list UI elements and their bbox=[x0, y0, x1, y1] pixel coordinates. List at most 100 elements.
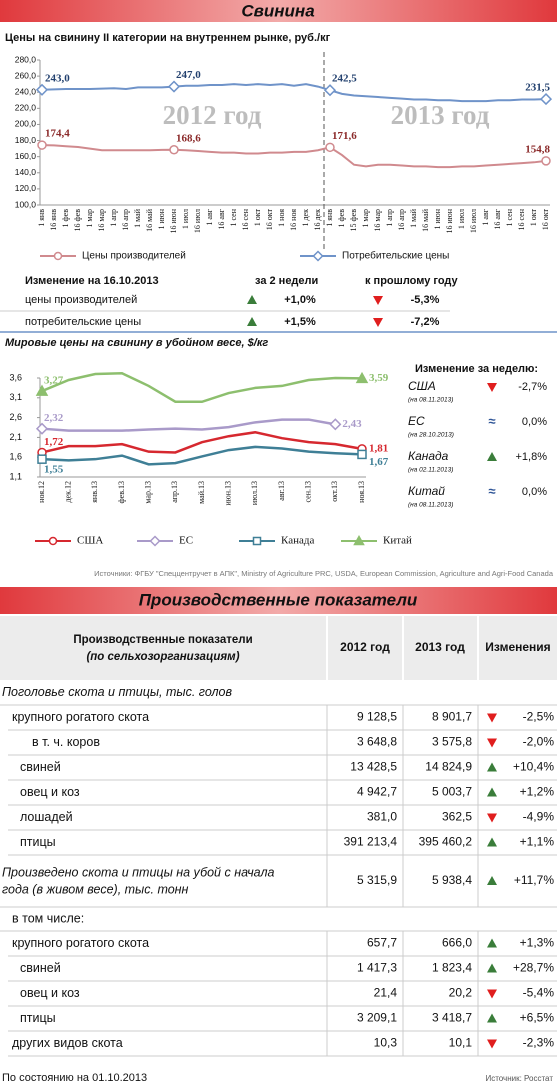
row-label: лошадей bbox=[20, 810, 73, 824]
trend-symbol: ≈ bbox=[488, 483, 495, 498]
x-tick-label: 1 сен bbox=[229, 208, 238, 226]
cell: 9 128,5 bbox=[357, 710, 397, 724]
x-tick-label: 16 мар bbox=[97, 209, 106, 232]
header-bar bbox=[0, 587, 557, 614]
cell: 1 417,3 bbox=[357, 961, 397, 975]
row-label: Поголовье скота и птицы, тыс. голов bbox=[2, 685, 233, 699]
line bbox=[41, 418, 336, 432]
weekly-value: +1,8% bbox=[516, 451, 548, 463]
row-label: других видов скота bbox=[12, 1036, 123, 1050]
cell: 5 003,7 bbox=[432, 785, 472, 799]
x-tick-label: 16 июн bbox=[169, 208, 178, 233]
weekly-title: Изменение за неделю: bbox=[415, 363, 538, 375]
cell: 10,1 bbox=[449, 1036, 473, 1050]
legend-label: США bbox=[77, 535, 103, 547]
marker bbox=[35, 83, 49, 96]
x-tick-label: 1 апр bbox=[109, 209, 118, 227]
x-tick-label: мар.13 bbox=[143, 481, 152, 504]
legend-label: Канада bbox=[281, 535, 314, 547]
x-tick-label: 16 апр bbox=[397, 209, 406, 231]
x-tick-label: дек.12 bbox=[63, 481, 72, 503]
line bbox=[41, 371, 363, 404]
country: Китай bbox=[408, 484, 445, 498]
x-tick-label: 1 окт bbox=[253, 209, 262, 227]
cell: 4 942,7 bbox=[357, 785, 397, 799]
legend-label: ЕС bbox=[179, 535, 193, 547]
row-label: овец и коз bbox=[20, 785, 80, 799]
x-tick-label: 16 окт bbox=[541, 209, 550, 231]
trend-up bbox=[487, 837, 497, 847]
cell: -5,4% bbox=[523, 986, 555, 1000]
x-tick-label: 1 ноя bbox=[277, 209, 286, 227]
cell: 391 213,4 bbox=[344, 835, 398, 849]
row-label: в т. ч. коров bbox=[32, 735, 100, 749]
line bbox=[41, 83, 547, 103]
cell: 381,0 bbox=[367, 810, 397, 824]
header-title: Свинина bbox=[241, 1, 314, 20]
table-header: Изменения bbox=[485, 640, 550, 654]
x-tick-label: июл.13 bbox=[250, 481, 259, 505]
weekly-value: -2,7% bbox=[518, 381, 547, 393]
change-label: цены производителей bbox=[25, 294, 137, 306]
data-label: 2,32 bbox=[44, 412, 64, 424]
x-tick-label: сен.13 bbox=[303, 481, 312, 502]
legend-marker bbox=[252, 536, 262, 546]
x-tick-label: 1 фев bbox=[61, 209, 70, 228]
row-label: крупного рогатого скота bbox=[12, 936, 149, 950]
cell: +11,7% bbox=[514, 873, 554, 887]
x-tick-label: 1 фев bbox=[337, 209, 346, 228]
cell: 3 209,1 bbox=[357, 1011, 397, 1025]
cell: 14 824,9 bbox=[425, 760, 472, 774]
cell: 1 823,4 bbox=[432, 961, 472, 975]
legend-label: Цены производителей bbox=[82, 251, 186, 262]
country-date: (на 02.11.2013) bbox=[408, 467, 453, 474]
cell: +1,1% bbox=[520, 835, 555, 849]
cell: -4,9% bbox=[523, 810, 555, 824]
section-title: Производственные показатели bbox=[139, 590, 418, 609]
cell: -2,5% bbox=[523, 710, 555, 724]
cell: +28,7% bbox=[513, 961, 554, 975]
x-tick-label: 1 сен bbox=[505, 208, 514, 226]
trend-down bbox=[487, 713, 497, 723]
y-tick-label: 180,0 bbox=[15, 135, 37, 145]
legend-label: Китай bbox=[383, 535, 412, 547]
legend-marker bbox=[353, 534, 365, 546]
y-tick-label: 220,0 bbox=[15, 103, 37, 113]
x-tick-label: 1 июн bbox=[157, 208, 166, 229]
cell: 395 460,2 bbox=[419, 835, 473, 849]
data-label: 1,67 bbox=[369, 456, 389, 468]
x-tick-label: 16 фев bbox=[73, 209, 82, 232]
y-tick-label: 1,1 bbox=[9, 471, 22, 481]
cell: +6,5% bbox=[520, 1011, 555, 1025]
weekly-value: 0,0% bbox=[522, 416, 547, 428]
x-tick-label: 1 авг bbox=[481, 208, 490, 225]
x-tick-label: фев.13 bbox=[117, 481, 126, 504]
trend-symbol: ≈ bbox=[488, 413, 495, 428]
row-label: овец и коз bbox=[20, 986, 80, 1000]
x-tick-label: авг.13 bbox=[277, 481, 286, 501]
data-label: 247,0 bbox=[176, 69, 201, 81]
change-label: потребительские цены bbox=[25, 316, 141, 328]
table-header: 2012 год bbox=[340, 640, 390, 654]
legend-marker bbox=[53, 251, 63, 261]
x-tick-label: 16 апр bbox=[121, 209, 130, 231]
x-tick-label: 16 янв bbox=[49, 209, 58, 231]
x-tick-label: 1 янв bbox=[325, 209, 334, 227]
x-tick-label: 1 мар bbox=[361, 209, 370, 228]
trend-down bbox=[487, 813, 497, 823]
x-tick-label: 16 мар bbox=[373, 209, 382, 232]
data-label: 3,59 bbox=[369, 372, 389, 384]
weekly-value: 0,0% bbox=[522, 486, 547, 498]
marker bbox=[167, 80, 181, 93]
x-tick-label: 16 авг bbox=[217, 208, 226, 229]
row-label: птицы bbox=[20, 835, 56, 849]
trend-down bbox=[487, 738, 497, 748]
cell: 657,7 bbox=[367, 936, 397, 950]
x-tick-label: 16 июн bbox=[445, 208, 454, 233]
x-tick-label: 1 апр bbox=[385, 209, 394, 227]
y-tick-label: 140,0 bbox=[15, 167, 37, 177]
data-label: 171,6 bbox=[332, 130, 357, 142]
y-tick-label: 240,0 bbox=[15, 86, 37, 96]
data-label: 242,5 bbox=[332, 73, 357, 85]
cell: +1,3% bbox=[520, 936, 555, 950]
